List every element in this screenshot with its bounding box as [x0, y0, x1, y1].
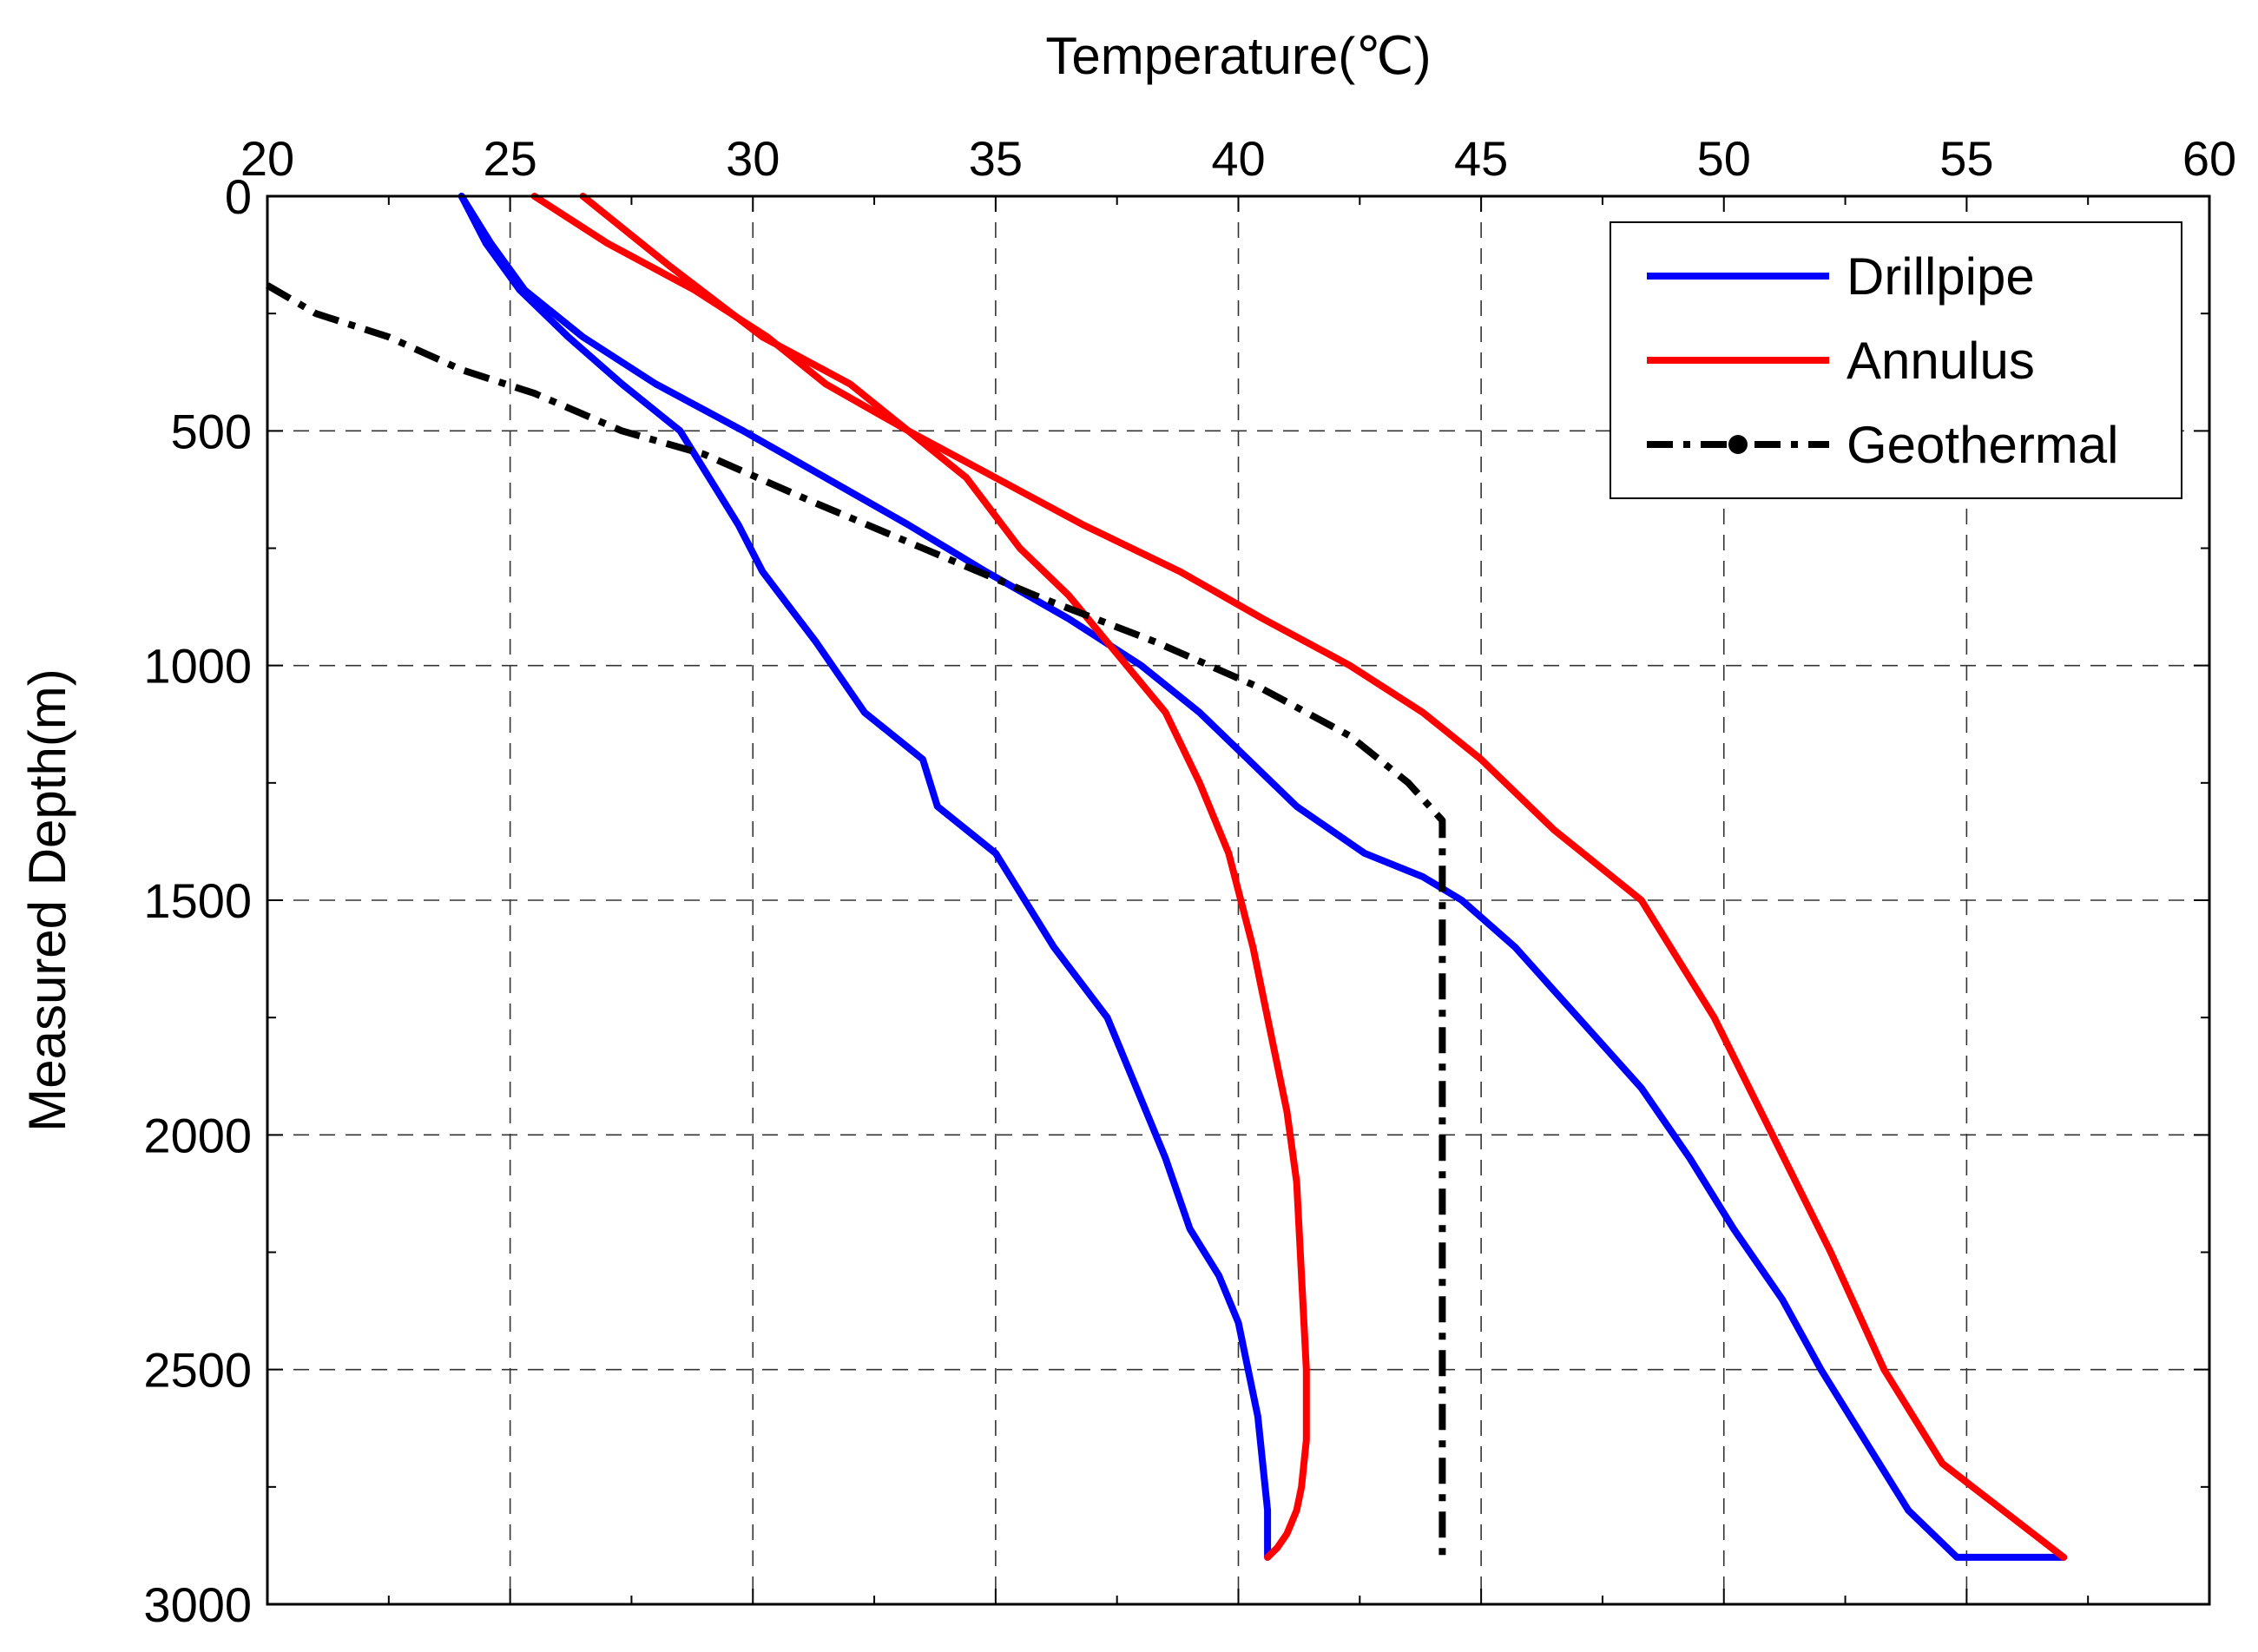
ticks — [267, 195, 2210, 1605]
series-line-drillpipe — [458, 193, 1272, 1561]
x-tick-label: 50 — [1697, 131, 1751, 186]
x-tick-label: 30 — [726, 131, 780, 186]
y-tick-label: 1000 — [143, 639, 252, 694]
x-tick-label: 35 — [969, 131, 1023, 186]
legend-label-annulus: Annulus — [1847, 332, 2035, 390]
legend: Drillpipe Annulus Geothermal — [1610, 221, 2182, 499]
legend-marker-geothermal — [1728, 435, 1748, 454]
tick-labels: 20 25 30 35 40 45 50 55 60 0 500 1000 1500 2000 2500 30… — [143, 131, 2236, 1632]
series-line-annulus — [579, 193, 2068, 1561]
y-tick-label: 1500 — [143, 873, 252, 928]
series-layer — [265, 193, 2068, 1561]
x-tick-label: 40 — [1211, 131, 1265, 186]
x-tick-label: 20 — [240, 131, 294, 186]
y-axis-title: Measured Depth(m) — [18, 668, 76, 1132]
y-tick-label: 2500 — [143, 1343, 252, 1398]
x-tick-label: 45 — [1454, 131, 1508, 186]
series-line-annulus — [530, 193, 1310, 1561]
y-tick-label: 500 — [171, 404, 252, 458]
series-line-drillpipe — [458, 193, 2068, 1561]
y-tick-label: 2000 — [143, 1108, 252, 1162]
x-tick-label: 55 — [1939, 131, 1993, 186]
y-tick-label: 0 — [225, 169, 252, 224]
x-axis-title: Temperature(℃) — [1045, 27, 1431, 85]
legend-label-drillpipe: Drillpipe — [1847, 247, 2035, 306]
x-tick-label: 25 — [483, 131, 537, 186]
legend-label-geothermal: Geothermal — [1847, 416, 2118, 474]
y-tick-label: 3000 — [143, 1577, 252, 1632]
x-tick-label: 60 — [2182, 131, 2236, 186]
series-line-geothermal — [265, 282, 1446, 1557]
